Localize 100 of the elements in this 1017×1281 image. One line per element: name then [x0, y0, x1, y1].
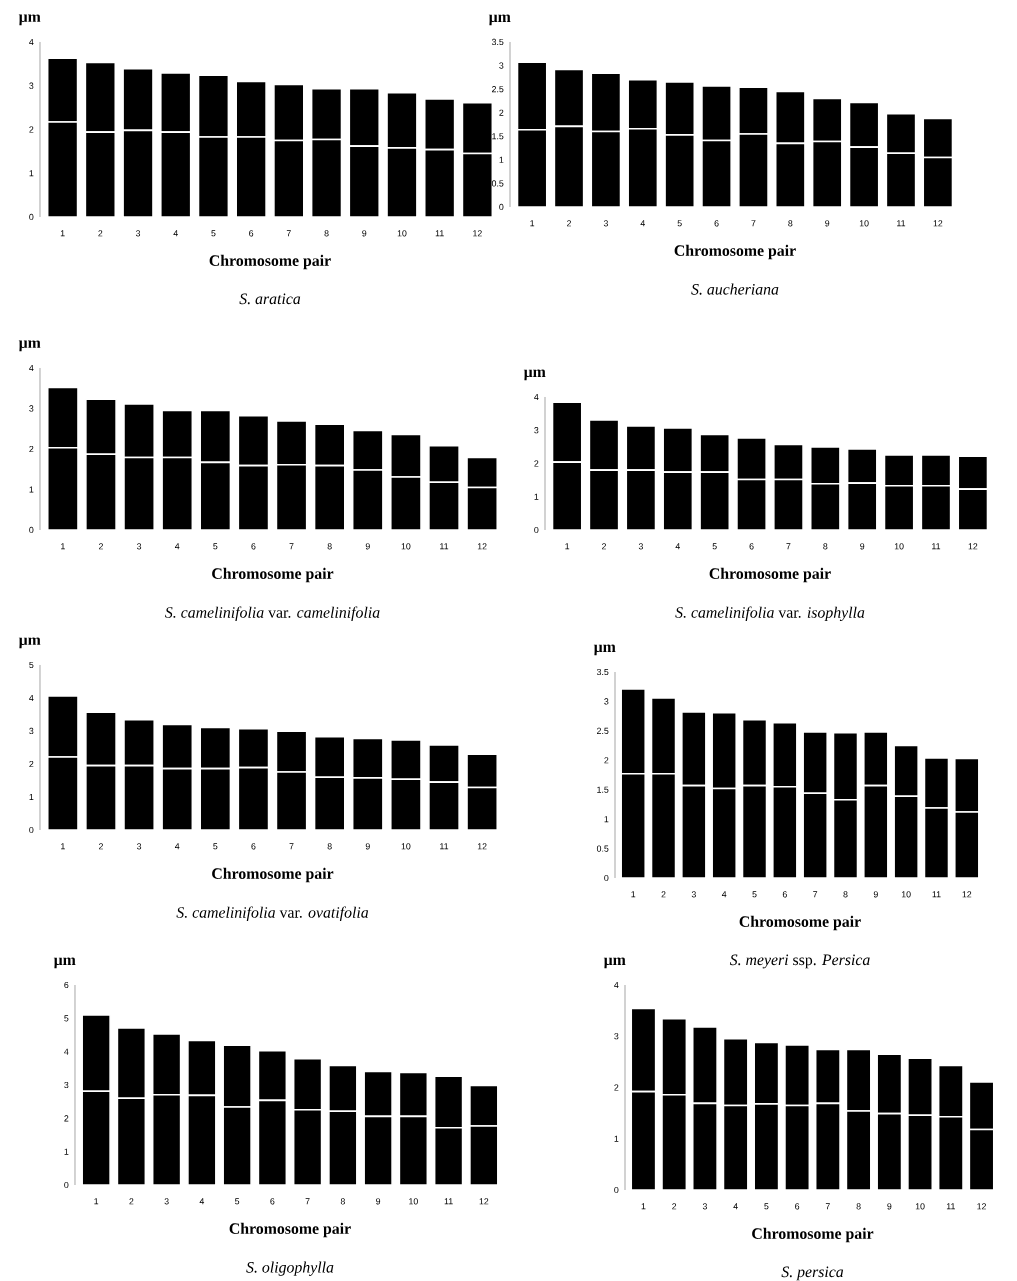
x-tick-label: 7: [825, 1203, 830, 1210]
x-tick-label: 2: [567, 220, 572, 227]
y-tick-label: 1: [499, 156, 504, 163]
y-axis-title: μm: [18, 637, 41, 649]
y-tick-label: 1: [29, 793, 34, 801]
y-tick-label: 2: [614, 1084, 619, 1091]
x-axis-title: Chromosome pair: [709, 567, 831, 583]
y-tick-label: 0.5: [596, 845, 609, 852]
y-tick-label: 4: [614, 981, 619, 989]
x-tick-label: 9: [365, 543, 370, 550]
x-tick-label: 1: [94, 1198, 99, 1205]
x-tick-label: 4: [675, 543, 680, 550]
x-tick-label: 10: [915, 1203, 925, 1210]
x-tick-label: 9: [365, 843, 370, 850]
x-tick-label: 7: [813, 891, 818, 898]
x-tick-label: 3: [691, 891, 696, 898]
y-tick-label: 1: [614, 1135, 619, 1142]
x-tick-label: 12: [933, 220, 943, 227]
y-tick-label: 4: [534, 393, 539, 401]
x-tick-label: 6: [251, 843, 256, 850]
x-tick-label: 4: [721, 891, 727, 898]
text: S. aucheriana: [691, 283, 779, 295]
x-tick-label: 12: [962, 891, 972, 898]
y-tick-label: 3: [499, 62, 504, 69]
x-axis-title: Chromosome pair: [212, 867, 334, 883]
y-tick-label: 2: [499, 109, 504, 116]
x-tick-label: 10: [397, 230, 407, 237]
x-tick-label: 12: [477, 843, 487, 850]
x-tick-label: 2: [98, 543, 103, 550]
x-tick-label: 10: [401, 543, 411, 550]
y-tick-label: 2: [534, 460, 539, 467]
y-tick-label: 1.5: [492, 133, 504, 140]
x-tick-label: 9: [825, 220, 830, 227]
x-tick-label: 11: [440, 543, 449, 550]
x-tick-label: 3: [702, 1203, 707, 1210]
x-tick-label: 8: [327, 543, 332, 550]
y-tick-label: 4: [29, 38, 34, 46]
x-tick-label: 4: [174, 543, 180, 550]
x-tick-label: 7: [786, 543, 791, 550]
x-tick-label: 3: [136, 843, 142, 850]
x-tick-label: 5: [213, 843, 218, 850]
y-tick-label: 0: [29, 213, 34, 221]
x-tick-label: 11: [932, 543, 941, 550]
y-tick-label: 1: [29, 170, 34, 177]
x-tick-label: 9: [860, 543, 865, 550]
y-tick-label: 2: [29, 760, 34, 768]
x-tick-label: 11: [897, 220, 906, 227]
x-tick-label: 10: [901, 891, 911, 898]
x-tick-label: 12: [477, 543, 487, 550]
y-tick-label: 3: [29, 405, 34, 412]
y-tick-label: 2: [29, 445, 34, 453]
x-tick-label: 12: [473, 230, 482, 237]
x-axis-title: Chromosome pair: [229, 1222, 351, 1238]
x-tick-label: 2: [672, 1203, 677, 1210]
x-tick-label: 8: [324, 230, 329, 237]
x-tick-label: 5: [752, 891, 757, 898]
x-tick-label: 7: [305, 1198, 310, 1205]
y-tick-label: 1: [604, 816, 609, 823]
y-tick-label: 0: [499, 203, 504, 211]
x-tick-label: 6: [795, 1203, 800, 1210]
y-tick-label: 0: [64, 1181, 69, 1189]
x-tick-label: 9: [376, 1198, 381, 1205]
y-tick-label: 3: [64, 1081, 69, 1089]
x-tick-label: 8: [823, 543, 828, 550]
text: S. oligophylla: [246, 1261, 334, 1276]
text: S. camelinifolia var. isophylla: [675, 606, 865, 622]
y-axis-title: μm: [603, 957, 626, 969]
x-axis-title: Chromosome pair: [212, 567, 334, 583]
y-tick-label: 1.5: [597, 786, 609, 793]
x-tick-label: 7: [751, 220, 756, 227]
x-tick-label: 9: [873, 891, 878, 898]
x-axis-title: Chromosome pair: [739, 915, 861, 931]
y-tick-label: 3: [604, 698, 609, 705]
y-tick-label: 0: [534, 526, 539, 534]
y-tick-label: 0: [29, 526, 34, 534]
y-tick-label: 1: [64, 1148, 69, 1155]
x-tick-label: 5: [764, 1203, 769, 1210]
x-tick-label: 12: [968, 543, 978, 550]
y-tick-label: 5: [64, 1015, 69, 1022]
x-tick-label: 4: [173, 230, 178, 237]
x-tick-label: 7: [289, 543, 294, 550]
x-axis-title: Chromosome pair: [209, 254, 331, 270]
x-tick-label: 9: [887, 1203, 892, 1210]
x-tick-label: 3: [164, 1198, 169, 1205]
y-axis-title: μm: [18, 14, 41, 26]
y-tick-label: 6: [64, 981, 69, 989]
x-tick-label: 7: [286, 230, 291, 237]
x-tick-label: 8: [327, 843, 332, 850]
x-tick-label: 6: [251, 543, 256, 550]
x-tick-label: 2: [98, 843, 103, 850]
x-tick-label: 4: [199, 1198, 205, 1205]
x-tick-label: 5: [712, 543, 717, 550]
x-tick-label: 10: [894, 543, 904, 550]
y-tick-label: 2: [29, 126, 34, 133]
y-tick-label: 5: [29, 661, 34, 669]
y-axis-title: μm: [593, 644, 616, 656]
x-tick-label: 2: [129, 1198, 134, 1205]
x-tick-label: 5: [213, 543, 218, 550]
text: S. persica: [781, 1266, 844, 1281]
x-axis-title: Chromosome pair: [674, 244, 796, 260]
